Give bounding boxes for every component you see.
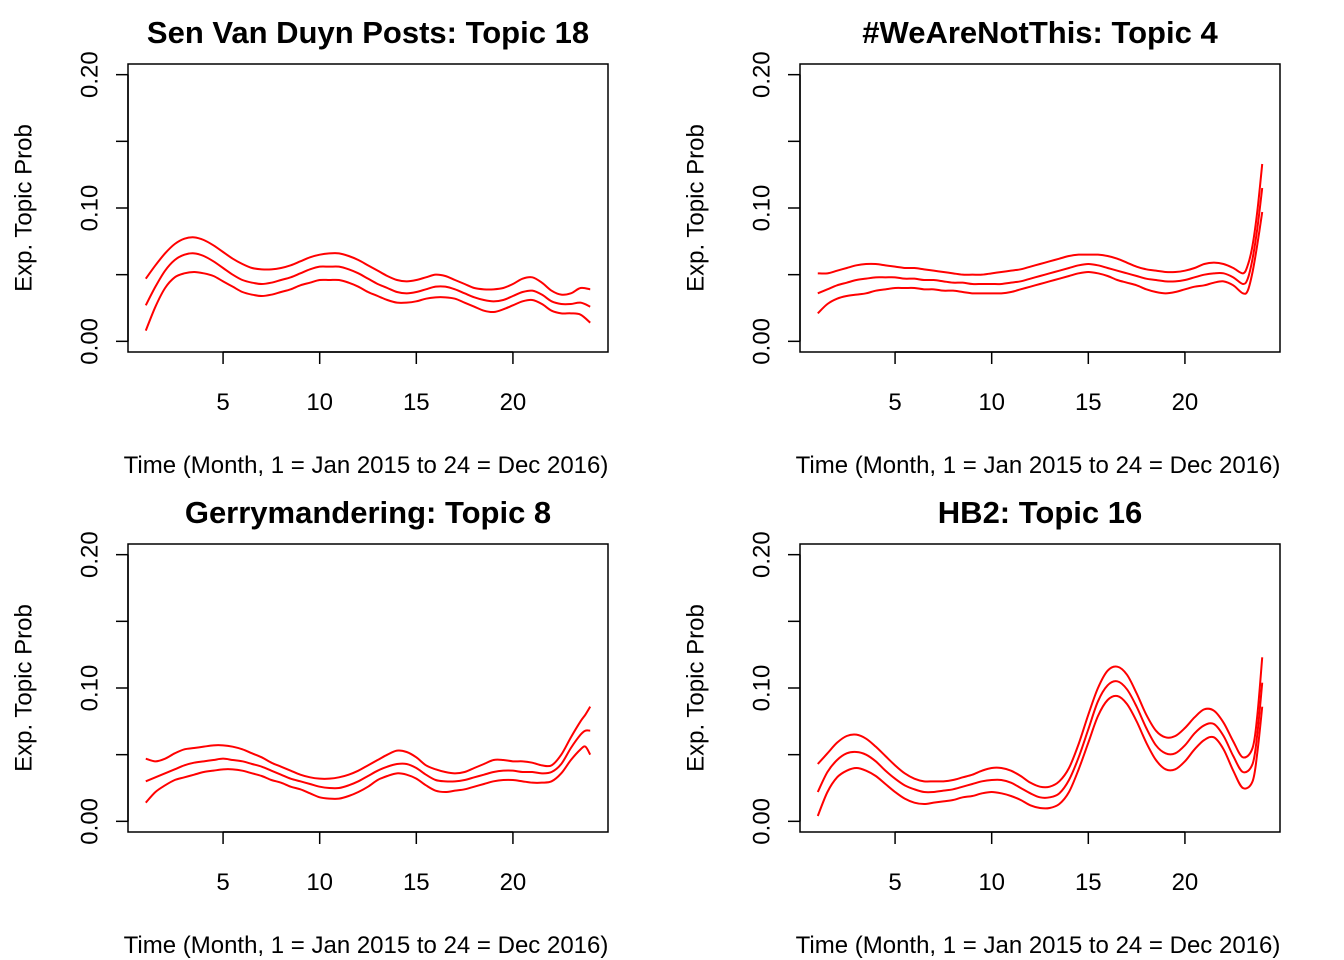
- x-axis-label: Time (Month, 1 = Jan 2015 to 24 = Dec 20…: [124, 932, 609, 959]
- series-line-2: [144, 252, 591, 308]
- y-tick-label: 0.10: [77, 665, 104, 712]
- x-tick-label: 15: [1075, 389, 1102, 416]
- chart-title: Sen Van Duyn Posts: Topic 18: [147, 15, 589, 50]
- x-tick-label: 5: [888, 869, 901, 896]
- series-line-3: [145, 745, 592, 804]
- plot-frame: [799, 543, 1281, 833]
- x-tick-label: 15: [403, 389, 430, 416]
- plot-frame: [127, 543, 609, 833]
- series-line-2: [816, 680, 1264, 799]
- x-tick-label: 15: [403, 869, 430, 896]
- y-axis-label: Exp. Topic Prob: [11, 604, 38, 772]
- chart-panel-2: #WeAreNotThis: Topic 4 5 10 15 20 0.00 0.10 0.2…: [683, 15, 1281, 479]
- x-tick-label: 5: [216, 389, 229, 416]
- y-tick-label: 0.00: [749, 798, 776, 845]
- y-tick-label: 0.00: [749, 318, 776, 365]
- series-line-3: [816, 694, 1264, 817]
- y-tick-label: 0.10: [749, 185, 776, 232]
- chart-title: Gerrymandering: Topic 8: [185, 495, 551, 530]
- y-tick-label: 0.20: [77, 51, 104, 98]
- y-tick-label: 0.20: [749, 51, 776, 98]
- plot-frame: [127, 63, 609, 353]
- x-axis-label: Time (Month, 1 = Jan 2015 to 24 = Dec 20…: [124, 452, 609, 479]
- y-tick-label: 0.10: [749, 665, 776, 712]
- y-axis-label: Exp. Topic Prob: [683, 124, 710, 292]
- y-axis-label: Exp. Topic Prob: [683, 604, 710, 772]
- y-tick-label: 0.20: [77, 531, 104, 578]
- y-axis-label: Exp. Topic Prob: [11, 124, 38, 292]
- series-line-1: [817, 657, 1264, 789]
- x-tick-label: 10: [306, 389, 333, 416]
- x-tick-label: 20: [500, 869, 527, 896]
- x-tick-label: 10: [306, 869, 333, 896]
- x-axis-label: Time (Month, 1 = Jan 2015 to 24 = Dec 20…: [796, 932, 1281, 959]
- x-tick-label: 5: [216, 869, 229, 896]
- y-tick-label: 0.00: [77, 318, 104, 365]
- chart-title: HB2: Topic 16: [938, 495, 1142, 530]
- y-tick-label: 0.10: [77, 185, 104, 232]
- y-tick-label: 0.20: [749, 531, 776, 578]
- chart-panel-1: Sen Van Duyn Posts: Topic 18 5 10 15 20 0.00 0…: [11, 15, 609, 479]
- x-tick-label: 5: [888, 389, 901, 416]
- series-line-1: [145, 706, 592, 780]
- series-line-1: [144, 236, 591, 296]
- series-line-3: [817, 211, 1264, 315]
- x-axis-label: Time (Month, 1 = Jan 2015 to 24 = Dec 20…: [796, 452, 1281, 479]
- chart-panel-3: Gerrymandering: Topic 8 5 10 15 20 0.00 0.10 0.…: [11, 495, 609, 959]
- x-tick-label: 15: [1075, 869, 1102, 896]
- plot-frame: [799, 63, 1281, 353]
- chart-panel-4: HB2: Topic 16 5 10 15 20 0.00 0.10 0.20 Time (Mo…: [683, 495, 1281, 959]
- x-tick-label: 10: [978, 869, 1005, 896]
- series-line-3: [144, 270, 591, 332]
- series-line-2: [817, 187, 1264, 295]
- series-line-2: [145, 729, 591, 790]
- y-tick-label: 0.00: [77, 798, 104, 845]
- x-tick-label: 20: [1172, 869, 1199, 896]
- chart-title: #WeAreNotThis: Topic 4: [862, 15, 1218, 50]
- x-tick-label: 20: [500, 389, 527, 416]
- series-line-1: [817, 163, 1264, 276]
- x-tick-label: 20: [1172, 389, 1199, 416]
- x-tick-label: 10: [978, 389, 1005, 416]
